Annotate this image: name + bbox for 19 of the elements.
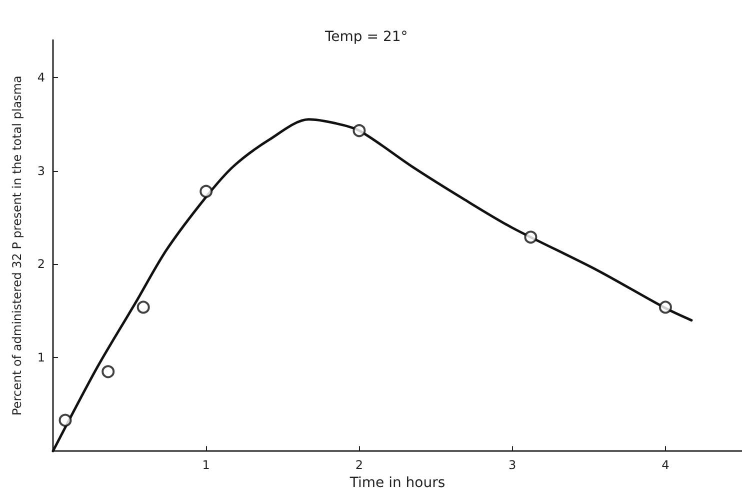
y-tick-label: 3	[37, 164, 45, 178]
x-tick-label: 3	[508, 458, 516, 472]
y-tick-label: 4	[37, 70, 45, 84]
y-tick-label: 2	[37, 257, 45, 272]
point	[58, 414, 72, 427]
point	[102, 365, 115, 378]
point	[658, 300, 672, 314]
point	[524, 230, 538, 244]
point	[200, 184, 213, 198]
point	[136, 300, 150, 314]
y-tick-label: 1	[37, 350, 45, 365]
point	[352, 124, 366, 138]
x-tick-label: 2	[355, 458, 364, 472]
line-series	[52, 118, 693, 452]
y-axis-title: Percent of administered 32 P present in the total plasma	[10, 76, 24, 416]
x-axis-title: Time in hours	[348, 475, 446, 491]
x-tick-label: 4	[662, 458, 670, 472]
annotation: Temp = 21°	[324, 29, 408, 45]
x-tick-label: 1	[202, 458, 210, 472]
